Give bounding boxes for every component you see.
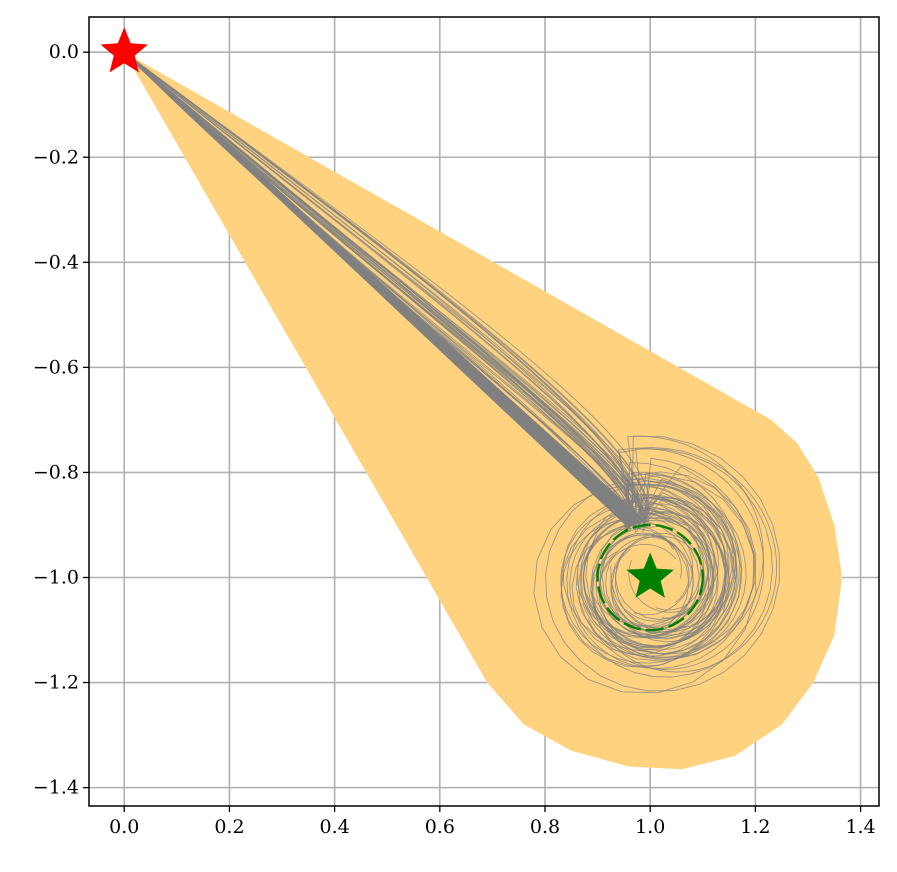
trajectories [123, 51, 780, 694]
y-tick-label: −1.4 [33, 777, 79, 799]
reachable-region [124, 52, 843, 770]
x-tick-label: 1.4 [845, 816, 875, 838]
x-tick-label: 0.8 [530, 816, 560, 838]
y-axis: 0.0 −0.2 −0.4 −0.6 −0.8 −1.0 −1.2 −1.4 [33, 41, 89, 799]
trajectory-line [123, 51, 710, 656]
y-tick-label: −1.2 [33, 672, 79, 694]
trajectory-line [123, 51, 755, 669]
x-tick-label: 0.6 [425, 816, 455, 838]
trajectory-line [123, 51, 773, 678]
reachable-region-area [124, 52, 843, 770]
start-star-marker [100, 27, 148, 73]
plot-frame [88, 16, 880, 807]
markers [100, 27, 674, 598]
trajectory-bundle-line [123, 51, 644, 522]
x-tick-label: 0.4 [320, 816, 350, 838]
goal-group [596, 523, 705, 632]
trajectory-line [123, 51, 735, 636]
trajectory-line [123, 51, 726, 657]
y-tick-label: −0.4 [33, 251, 79, 273]
x-tick-label: 1.0 [635, 816, 665, 838]
trajectory-line [123, 51, 712, 637]
trajectory-line [123, 51, 765, 670]
y-tick-label: −0.6 [33, 356, 79, 378]
y-tick-label: −0.2 [33, 146, 79, 168]
trajectory-line [123, 51, 736, 655]
x-tick-label: 1.2 [740, 816, 770, 838]
x-axis: 0.0 0.2 0.4 0.6 0.8 1.0 1.2 1.4 [109, 806, 876, 838]
y-tick-label: −1.0 [33, 566, 79, 588]
trajectory-line [123, 51, 755, 661]
x-tick-label: 0.0 [109, 816, 139, 838]
goal-region-circle [596, 523, 705, 632]
trajectory-line [123, 51, 778, 673]
x-tick-label: 0.2 [214, 816, 244, 838]
y-tick-label: −0.8 [33, 461, 79, 483]
y-tick-label: 0.0 [49, 41, 79, 63]
goal-star-marker [626, 552, 674, 598]
trajectory-line [123, 51, 713, 636]
